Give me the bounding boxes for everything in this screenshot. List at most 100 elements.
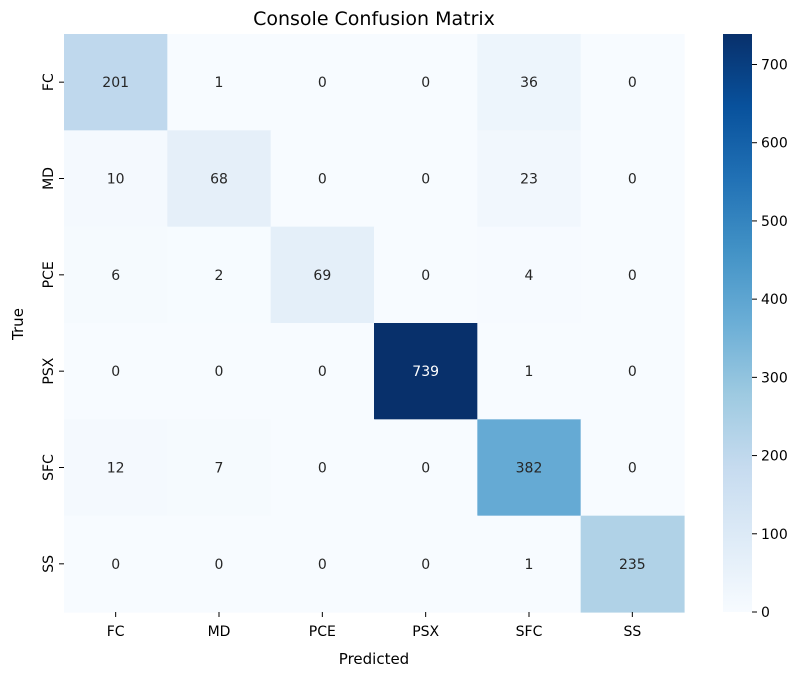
x-tick-label: MD	[208, 624, 231, 640]
cell-value-label: 0	[318, 461, 327, 477]
heatmap-cell-fc-pce	[270, 34, 375, 131]
colorbar-tick-label: 500	[761, 214, 788, 230]
cell-value-label: 12	[107, 461, 125, 477]
heatmap-cell-psx-pce	[270, 323, 375, 420]
heatmap-cell-md-sfc	[477, 130, 582, 228]
cell-value-label: 69	[313, 268, 331, 284]
cell-value-label: 0	[421, 268, 430, 284]
heatmap-cell-psx-fc	[64, 323, 168, 420]
heatmap-cells	[64, 34, 685, 613]
x-axis: FC MD PCE PSX SFC SS	[107, 612, 641, 640]
colorbar-tick-label: 0	[761, 605, 770, 621]
cell-value-label: 0	[628, 75, 637, 91]
colorbar-tick-label: 100	[761, 527, 788, 543]
heatmap-cell-fc-sfc	[477, 34, 582, 131]
y-tick-label: SS	[41, 555, 57, 573]
cell-value-label: 0	[628, 268, 637, 284]
cell-value-label: 0	[318, 172, 327, 188]
heatmap-cell-sfc-pce	[270, 419, 375, 517]
cell-value-label: 0	[628, 364, 637, 380]
cell-value-label: 0	[421, 557, 430, 573]
cell-value-label: 739	[412, 364, 439, 380]
cell-value-label: 0	[628, 461, 637, 477]
cell-value-label: 0	[421, 172, 430, 188]
cell-value-label: 4	[525, 268, 534, 284]
heatmap-cell-sfc-psx	[374, 419, 478, 517]
heatmap-cell-md-md	[167, 130, 272, 228]
colorbar-tick-label: 200	[761, 449, 788, 465]
heatmap-cell-fc-md	[167, 34, 272, 131]
heatmap-cell-psx-sfc	[477, 323, 582, 420]
colorbar-gradient	[723, 34, 752, 612]
heatmap-cell-ss-md	[167, 515, 272, 613]
heatmap-cell-sfc-sfc	[477, 419, 582, 517]
cell-value-label: 201	[102, 75, 129, 91]
colorbar-tick-label: 400	[761, 292, 788, 308]
x-axis-label: Predicted	[339, 650, 409, 668]
cell-value-label: 0	[318, 557, 327, 573]
cell-value-label: 0	[318, 364, 327, 380]
heatmap-cell-ss-sfc	[477, 515, 582, 613]
cell-value-label: 0	[215, 364, 224, 380]
cell-value-label: 0	[318, 75, 327, 91]
cell-value-label: 23	[520, 172, 538, 188]
y-tick-label: MD	[41, 167, 57, 190]
cell-value-label: 0	[215, 557, 224, 573]
heatmap-cell-pce-sfc	[477, 226, 582, 324]
cell-value-label: 0	[111, 364, 120, 380]
cell-value-label: 0	[111, 557, 120, 573]
cell-value-label: 1	[525, 557, 534, 573]
heatmap-cell-md-psx	[374, 130, 478, 228]
heatmap-cell-psx-psx	[374, 323, 478, 420]
cell-value-label: 1	[525, 364, 534, 380]
heatmap-cell-pce-pce	[270, 226, 375, 324]
cell-value-label: 0	[628, 172, 637, 188]
y-tick-label: SFC	[41, 454, 57, 481]
heatmap-cell-pce-psx	[374, 226, 478, 324]
x-tick-label: SS	[623, 624, 641, 640]
x-tick-label: PSX	[412, 624, 439, 640]
heatmap-cell-sfc-ss	[580, 419, 685, 517]
x-tick-label: SFC	[516, 624, 543, 640]
heatmap-cell-sfc-fc	[64, 419, 168, 517]
x-tick-label: PCE	[309, 624, 336, 640]
cell-value-label: 68	[210, 172, 228, 188]
heatmap-cell-md-pce	[270, 130, 375, 228]
cell-value-label: 10	[107, 172, 125, 188]
heatmap-cell-fc-fc	[64, 34, 168, 131]
cell-value-label: 7	[215, 461, 224, 477]
cell-value-label: 235	[619, 557, 646, 573]
cell-annotations: 201 1 0 0 36 010 68 0 0 23 06 2 69 0 4 00 0 0 739 1 012 7 0 0 38…	[102, 75, 645, 573]
cell-value-label: 36	[520, 75, 538, 91]
heatmap-cell-sfc-md	[167, 419, 272, 517]
heatmap-cell-pce-ss	[580, 226, 685, 324]
heatmap-cell-md-ss	[580, 130, 685, 228]
heatmap-cell-psx-ss	[580, 323, 685, 420]
y-tick-label: PCE	[41, 261, 57, 288]
cell-value-label: 0	[421, 461, 430, 477]
heatmap-cell-fc-psx	[374, 34, 478, 131]
cell-value-label: 1	[215, 75, 224, 91]
heatmap-cell-ss-psx	[374, 515, 478, 613]
heatmap-cell-ss-pce	[270, 515, 375, 613]
heatmap-cell-ss-fc	[64, 515, 168, 613]
heatmap-cell-fc-ss	[580, 34, 685, 131]
cell-value-label: 6	[111, 268, 120, 284]
colorbar-tick-label: 300	[761, 370, 788, 386]
heatmap-cell-psx-md	[167, 323, 272, 420]
heatmap-cell-pce-md	[167, 226, 272, 324]
heatmap-cell-md-fc	[64, 130, 168, 228]
colorbar-tick-label: 700	[761, 58, 788, 74]
x-tick-label: FC	[107, 624, 125, 640]
y-tick-label: PSX	[41, 357, 57, 384]
heatmap-cell-pce-fc	[64, 226, 168, 324]
colorbar: 0 100 200 300 400 500 600 700	[723, 34, 788, 621]
y-tick-label: FC	[41, 73, 57, 91]
cell-value-label: 2	[215, 268, 224, 284]
y-axis-label: True	[9, 308, 27, 341]
y-axis: FC MD PCE PSX SFC SS	[41, 73, 64, 573]
heatmap-cell-ss-ss	[580, 515, 685, 613]
chart-title: Console Confusion Matrix	[253, 8, 495, 30]
